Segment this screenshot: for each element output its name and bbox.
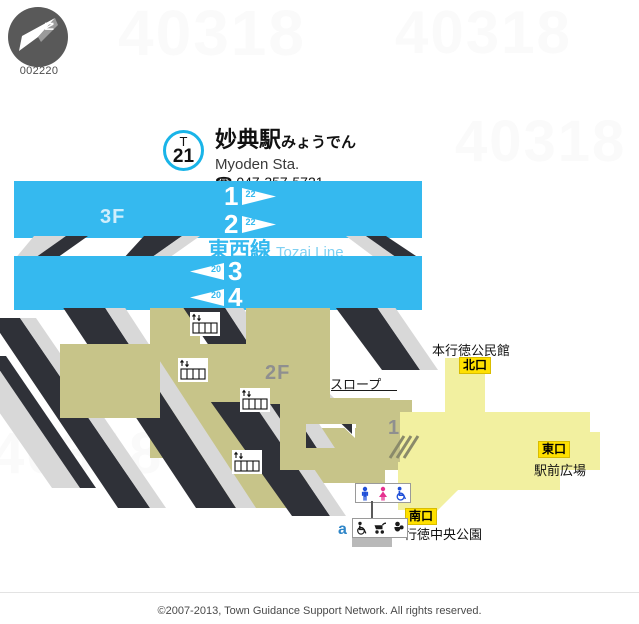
poi-label-north: 本行徳公民館 — [432, 343, 511, 358]
pennant-station-number: 20 — [210, 263, 221, 274]
plaza-south-bevel — [398, 462, 558, 510]
station-header: T 21 妙典駅みょうでん Myoden Sta. ☎ 047-357-5721 — [163, 128, 356, 191]
platform-number: 2 — [224, 209, 239, 239]
stairs-updown-icon — [178, 358, 208, 382]
baby-care-icon — [389, 519, 407, 537]
station-name-kana: みょうでん — [281, 134, 357, 151]
female-restroom-icon — [374, 484, 392, 502]
platform-number: 1 — [224, 181, 239, 211]
floor-label-3f: 3F — [100, 206, 126, 228]
stairs-updown-icon — [240, 388, 270, 412]
station-name-en: Myoden Sta. — [215, 156, 300, 173]
platform-row-3: 20 3 — [186, 258, 242, 284]
line-symbol-letter: T — [179, 133, 188, 149]
track-gap-graphic — [14, 236, 422, 260]
exit-tag-south[interactable]: 南口 — [405, 508, 438, 525]
pennant-station-number: 20 — [210, 289, 221, 300]
male-restroom-icon — [356, 484, 374, 502]
poi-label-south: 行徳中央公園 — [404, 527, 483, 542]
floor-label-2f: 2F — [265, 362, 291, 384]
background-watermark: 40318 — [395, 0, 572, 66]
platform-band-upper — [14, 181, 422, 238]
direction-pennant-right-icon: 22 — [242, 187, 277, 205]
platform-number: 3 — [228, 256, 243, 286]
wheelchair-accessible-icon — [353, 519, 371, 537]
stairs-updown-icon — [232, 450, 262, 474]
restroom-facility-box[interactable] — [355, 483, 411, 503]
concourse-lower-arm — [280, 448, 380, 470]
facility-group-a-box[interactable] — [352, 518, 408, 538]
wheelchair-restroom-icon — [392, 484, 410, 502]
direction-pennant-right-icon: 22 — [242, 215, 277, 233]
slope-label: スロープ — [330, 377, 382, 392]
platform-row-4: 20 4 — [186, 284, 242, 310]
slope-leader-line — [331, 390, 397, 391]
footer-copyright: ©2007-2013, Town Guidance Support Networ… — [157, 605, 482, 617]
direction-pennant-left-icon: 20 — [190, 262, 224, 280]
poi-label-east: 駅前広場 — [534, 463, 587, 478]
stroller-icon — [371, 519, 389, 537]
line-symbol-badge: T 21 — [163, 130, 204, 171]
map-code: 002220 — [19, 65, 59, 77]
exit-tag-east[interactable]: 東口 — [538, 441, 571, 458]
pennant-station-number: 22 — [245, 216, 256, 227]
line-symbol-number: 21 — [172, 145, 195, 167]
restroom-leader-line — [371, 501, 373, 523]
facility-box-shadow — [352, 535, 392, 547]
exit-tag-north[interactable]: 北口 — [459, 357, 492, 374]
concourse-block-west — [60, 344, 160, 418]
platform-number: 4 — [228, 282, 243, 312]
compass-needle-icon: N — [19, 18, 58, 51]
direction-pennant-left-icon: 20 — [190, 288, 224, 306]
facility-group-label-a: a — [338, 521, 347, 538]
pennant-station-number: 22 — [245, 188, 256, 199]
compass: N 002220 — [8, 7, 72, 77]
stairs-updown-icon — [190, 312, 220, 336]
arrow-left-icon: ◁ — [0, 61, 9, 73]
platform-row-2: 2 22 — [224, 211, 280, 237]
gate-hatch-graphic — [388, 435, 420, 459]
background-watermark: 40318 — [455, 109, 627, 174]
station-name-jp: 妙典駅みょうでん — [215, 128, 356, 155]
background-watermark: 40318 — [118, 0, 306, 69]
svg-text:N: N — [42, 22, 56, 31]
platform-row-1: 1 22 — [224, 183, 280, 209]
footer-divider — [0, 592, 639, 593]
arrow-left-icon: ◁ — [0, 42, 9, 54]
station-name-kanji: 妙典駅 — [215, 127, 282, 152]
